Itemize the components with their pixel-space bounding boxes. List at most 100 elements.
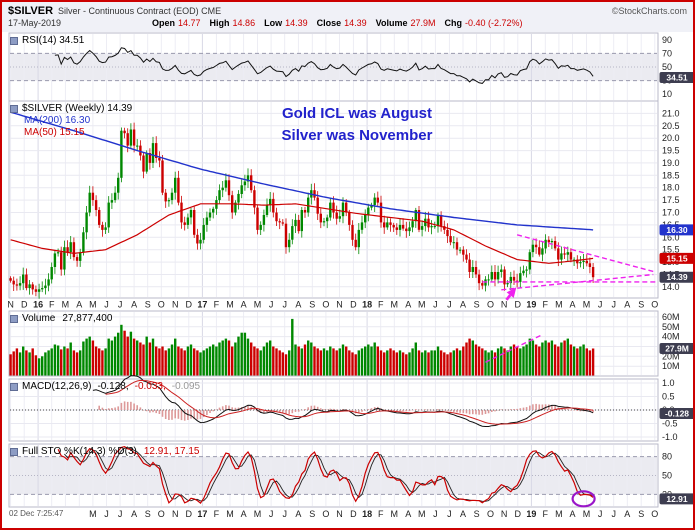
- price-title: $SILVER (Weekly) 14.39: [22, 103, 133, 114]
- svg-text:S: S: [309, 300, 315, 310]
- svg-text:D: D: [515, 300, 522, 310]
- instrument-description: Silver - Continuous Contract (EOD) CME: [58, 6, 222, 16]
- svg-text:J: J: [611, 300, 616, 310]
- svg-text:M: M: [254, 300, 262, 310]
- svg-text:A: A: [131, 300, 137, 310]
- svg-text:J: J: [433, 509, 438, 519]
- chart-header: $SILVER Silver - Continuous Contract (EO…: [2, 2, 693, 32]
- volume-panel-label: Volume 27,877,400: [10, 313, 112, 324]
- annotation-note: Gold ICL was August Silver was November: [242, 103, 472, 147]
- svg-text:O: O: [322, 300, 329, 310]
- quote-strip: Open 14.77 High 14.86 Low 14.39 Close 14.39 …: [152, 18, 523, 28]
- svg-text:0.5: 0.5: [662, 392, 675, 402]
- svg-text:A: A: [569, 509, 575, 519]
- svg-text:19.0: 19.0: [662, 158, 680, 168]
- svg-text:34.51: 34.51: [666, 73, 688, 83]
- svg-text:S: S: [145, 300, 151, 310]
- stochastic-k-line: [57, 445, 594, 504]
- svg-text:19: 19: [526, 300, 536, 310]
- header-row-title: $SILVER Silver - Continuous Contract (EO…: [8, 5, 687, 17]
- annotation-ellipse: [571, 490, 596, 508]
- svg-text:J: J: [104, 509, 109, 519]
- svg-text:17: 17: [197, 300, 207, 310]
- stockcharts-credit-link[interactable]: ©StockCharts.com: [611, 6, 687, 16]
- svg-text:O: O: [651, 300, 658, 310]
- macd-hist-value: -0.095: [171, 381, 201, 392]
- header-row-quote: 17-May-2019 Open 14.77 High 14.86 Low 14.39…: [8, 18, 687, 28]
- annotation-note-line2: Silver was November: [281, 127, 433, 144]
- svg-text:M: M: [89, 300, 97, 310]
- svg-text:J: J: [598, 509, 603, 519]
- svg-text:A: A: [460, 509, 466, 519]
- svg-text:18.0: 18.0: [662, 183, 680, 193]
- svg-text:S: S: [474, 509, 480, 519]
- svg-text:J: J: [118, 300, 123, 310]
- svg-text:J: J: [447, 509, 452, 519]
- volume-icon: [10, 314, 18, 323]
- render-timestamp: 02 Dec 7:25:47: [9, 509, 68, 518]
- svg-text:60M: 60M: [662, 312, 680, 322]
- stochastic-icon: [10, 447, 18, 456]
- svg-text:15.5: 15.5: [662, 245, 680, 255]
- price-icon: [10, 104, 18, 113]
- svg-text:D: D: [186, 509, 193, 519]
- svg-text:A: A: [405, 300, 411, 310]
- svg-text:16.0: 16.0: [662, 232, 680, 242]
- volume-bars: [9, 318, 595, 376]
- svg-text:N: N: [501, 509, 508, 519]
- svg-text:N: N: [7, 300, 14, 310]
- svg-text:O: O: [487, 509, 494, 519]
- macd-signal-line: [105, 379, 594, 425]
- svg-text:J: J: [269, 300, 274, 310]
- svg-text:F: F: [214, 300, 220, 310]
- svg-text:J: J: [282, 509, 287, 519]
- svg-text:D: D: [350, 300, 357, 310]
- svg-text:12.91: 12.91: [666, 494, 688, 504]
- macd-label: MACD(12,26,9): [22, 381, 92, 392]
- svg-text:-1.0: -1.0: [662, 432, 678, 442]
- svg-text:N: N: [501, 300, 508, 310]
- svg-text:M: M: [254, 509, 262, 519]
- svg-text:16: 16: [33, 300, 43, 310]
- svg-text:20.0: 20.0: [662, 133, 680, 143]
- svg-text:F: F: [378, 300, 384, 310]
- svg-text:17: 17: [197, 509, 207, 519]
- svg-text:70: 70: [662, 48, 672, 58]
- symbol: $SILVER: [8, 5, 54, 17]
- macd-value: -0.128,: [97, 381, 129, 392]
- svg-text:A: A: [569, 300, 575, 310]
- svg-text:14.39: 14.39: [666, 272, 688, 282]
- svg-text:O: O: [487, 300, 494, 310]
- svg-text:D: D: [350, 509, 357, 519]
- svg-text:J: J: [269, 509, 274, 519]
- svg-text:S: S: [474, 300, 480, 310]
- quote-change: Chg -0.40 (-2.72%): [444, 18, 523, 28]
- svg-text:10: 10: [662, 89, 672, 99]
- svg-text:A: A: [295, 509, 301, 519]
- annotation-note-line1: Gold ICL was August: [281, 105, 432, 122]
- svg-text:D: D: [21, 300, 28, 310]
- svg-text:50: 50: [662, 62, 672, 72]
- month-axis: N D 16 F M A MMJJJJAASSOONNDD1717FFMMAAMMJJJJA…: [7, 300, 658, 520]
- svg-text:20M: 20M: [662, 351, 680, 361]
- svg-text:N: N: [336, 509, 343, 519]
- svg-text:M: M: [391, 300, 399, 310]
- svg-text:17.0: 17.0: [662, 208, 680, 218]
- svg-text:90: 90: [662, 35, 672, 45]
- svg-text:M: M: [418, 300, 426, 310]
- volume-label: Volume: [22, 313, 56, 324]
- svg-text:J: J: [118, 509, 123, 519]
- svg-text:19.5: 19.5: [662, 146, 680, 156]
- stochastic-values: 12.91, 17.15: [143, 446, 200, 457]
- svg-text:O: O: [158, 300, 165, 310]
- svg-text:O: O: [322, 509, 329, 519]
- svg-text:21.0: 21.0: [662, 108, 680, 118]
- quote-low: Low 14.39: [264, 18, 308, 28]
- svg-text:A: A: [241, 509, 247, 519]
- quote-volume: Volume 27.9M: [375, 18, 436, 28]
- svg-text:18.5: 18.5: [662, 170, 680, 180]
- annotation-trendline: [501, 273, 654, 291]
- svg-text:N: N: [172, 300, 179, 310]
- stochastic-label: Full STO %K(14,3) %D(3): [22, 446, 137, 457]
